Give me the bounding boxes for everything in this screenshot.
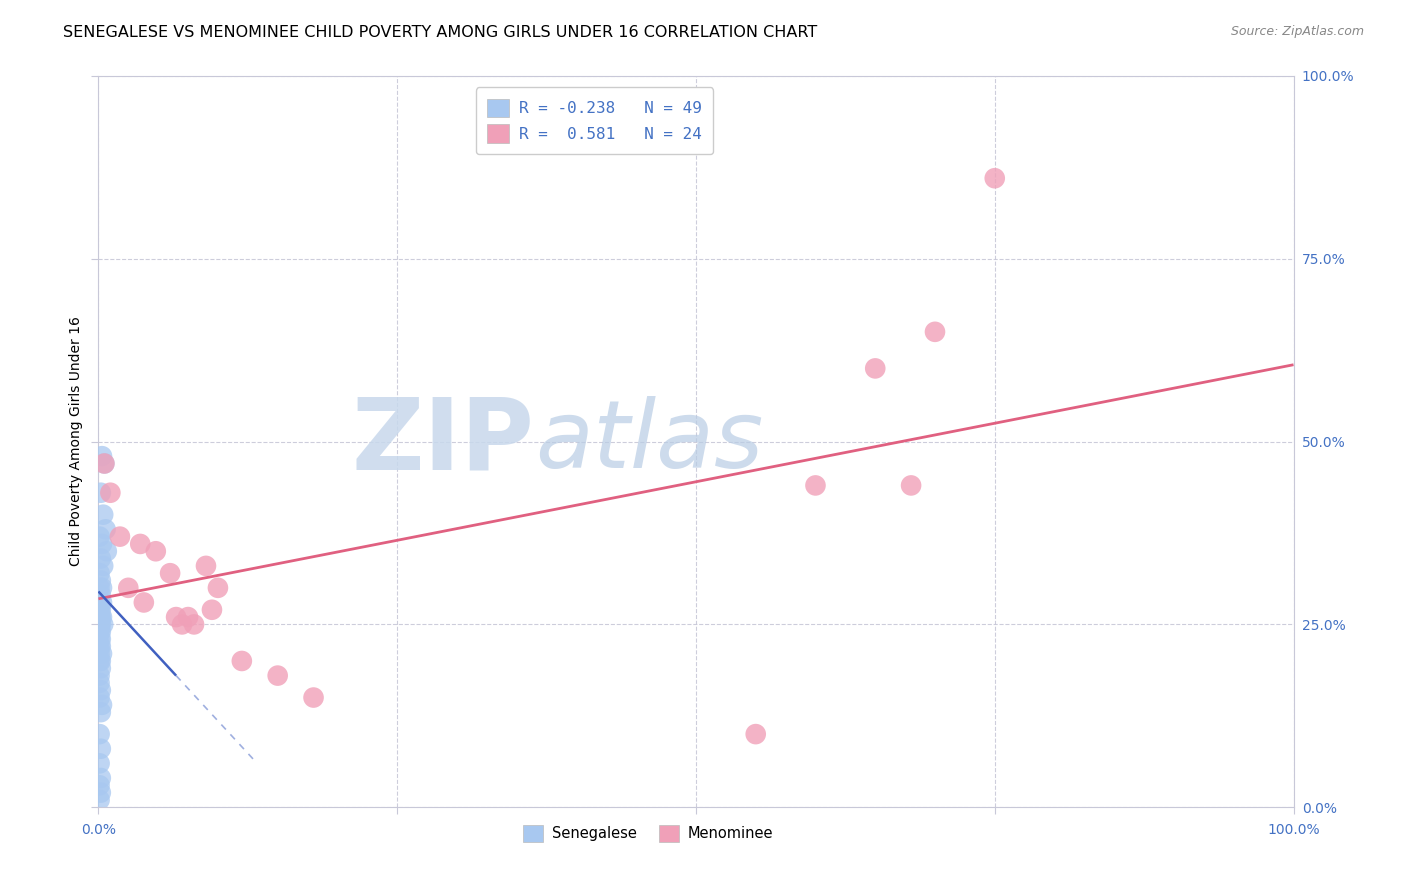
- Point: [183, 617, 205, 632]
- Point: [984, 171, 1007, 186]
- Point: [96, 544, 118, 558]
- Y-axis label: Child Poverty Among Girls Under 16: Child Poverty Among Girls Under 16: [69, 317, 83, 566]
- Point: [177, 610, 200, 624]
- Point: [89, 595, 111, 609]
- Point: [924, 325, 946, 339]
- Point: [90, 632, 112, 646]
- Point: [90, 771, 112, 785]
- Point: [93, 457, 115, 471]
- Text: ZIP: ZIP: [352, 393, 534, 490]
- Point: [91, 647, 114, 661]
- Point: [90, 603, 112, 617]
- Point: [117, 581, 139, 595]
- Point: [231, 654, 253, 668]
- Point: [90, 705, 112, 719]
- Point: [91, 449, 114, 463]
- Point: [132, 595, 155, 609]
- Point: [201, 603, 224, 617]
- Point: [90, 610, 112, 624]
- Point: [89, 581, 111, 595]
- Legend: Senegalese, Menominee: Senegalese, Menominee: [517, 819, 779, 847]
- Text: atlas: atlas: [534, 396, 763, 487]
- Point: [108, 530, 131, 544]
- Point: [89, 793, 111, 807]
- Point: [90, 640, 112, 654]
- Point: [90, 624, 112, 639]
- Point: [172, 617, 194, 632]
- Point: [91, 537, 114, 551]
- Text: Source: ZipAtlas.com: Source: ZipAtlas.com: [1230, 25, 1364, 38]
- Text: SENEGALESE VS MENOMINEE CHILD POVERTY AMONG GIRLS UNDER 16 CORRELATION CHART: SENEGALESE VS MENOMINEE CHILD POVERTY AM…: [63, 25, 817, 40]
- Point: [804, 478, 827, 492]
- Point: [207, 581, 229, 595]
- Point: [90, 654, 112, 668]
- Point: [89, 654, 111, 668]
- Point: [89, 566, 111, 581]
- Point: [89, 610, 111, 624]
- Point: [94, 522, 117, 536]
- Point: [91, 581, 114, 595]
- Point: [267, 668, 290, 682]
- Point: [195, 558, 218, 573]
- Point: [745, 727, 768, 741]
- Point: [90, 661, 112, 675]
- Point: [91, 508, 114, 522]
- Point: [89, 647, 111, 661]
- Point: [90, 683, 112, 698]
- Point: [90, 588, 112, 602]
- Point: [900, 478, 922, 492]
- Point: [90, 551, 112, 566]
- Point: [865, 361, 887, 376]
- Point: [159, 566, 181, 581]
- Point: [89, 676, 111, 690]
- Point: [91, 610, 114, 624]
- Point: [129, 537, 152, 551]
- Point: [89, 727, 111, 741]
- Point: [91, 617, 114, 632]
- Point: [90, 786, 112, 800]
- Point: [93, 457, 115, 471]
- Point: [302, 690, 325, 705]
- Point: [91, 595, 114, 609]
- Point: [89, 603, 111, 617]
- Point: [90, 574, 112, 588]
- Point: [91, 558, 114, 573]
- Point: [89, 668, 111, 682]
- Point: [90, 741, 112, 756]
- Point: [89, 778, 111, 792]
- Point: [89, 756, 111, 771]
- Point: [89, 530, 111, 544]
- Point: [145, 544, 167, 558]
- Point: [89, 624, 111, 639]
- Point: [89, 617, 111, 632]
- Point: [98, 485, 122, 500]
- Point: [89, 632, 111, 646]
- Point: [90, 617, 112, 632]
- Point: [89, 690, 111, 705]
- Point: [90, 485, 112, 500]
- Point: [165, 610, 187, 624]
- Point: [91, 698, 114, 712]
- Point: [89, 640, 111, 654]
